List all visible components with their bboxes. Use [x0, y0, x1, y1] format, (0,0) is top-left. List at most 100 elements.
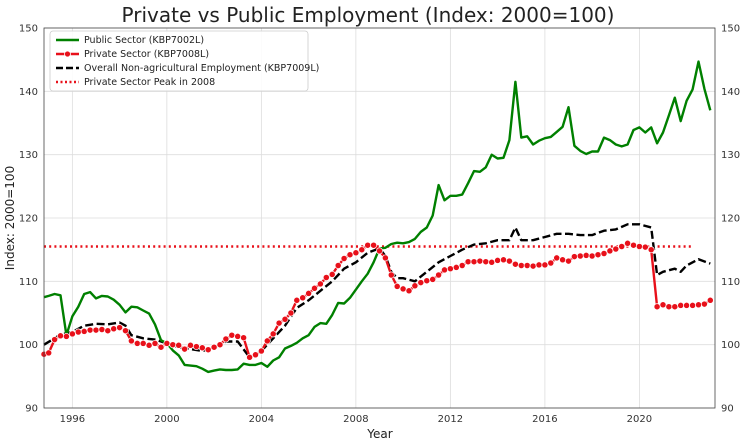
private-sector-point [588, 252, 596, 260]
private-sector-point [488, 258, 496, 266]
y-tick-label-right: 120 [721, 214, 740, 225]
private-sector-point [535, 261, 543, 269]
y-tick-label-right: 90 [721, 404, 734, 415]
legend: Public Sector (KBP7002L) Private Sector … [49, 30, 319, 92]
private-sector-point [352, 249, 360, 257]
private-sector-point [45, 349, 53, 357]
private-sector-point [606, 247, 614, 255]
private-sector-point [234, 332, 242, 340]
x-axis-label: Year [366, 427, 392, 441]
private-sector-point [393, 282, 401, 290]
private-sector-point [641, 243, 649, 251]
x-tick-label: 2020 [627, 414, 652, 425]
legend-swatch-private-marker [64, 50, 71, 58]
private-sector-point [405, 287, 413, 295]
private-sector-point [417, 279, 425, 287]
legend-box [49, 30, 309, 92]
private-sector-point [659, 301, 667, 309]
axis-ticks: 90 90 100 100 110 110 120 120 130 130 140 140 150 150… [19, 24, 740, 426]
private-sector-point [576, 252, 584, 260]
series-layer [40, 60, 714, 374]
private-sector-point [163, 339, 171, 347]
private-sector-point [541, 261, 549, 269]
y-tick-label-left: 140 [19, 87, 38, 98]
series-line-public [43, 60, 712, 374]
private-sector-point [311, 284, 318, 292]
private-sector-point [116, 324, 124, 332]
private-sector-point [110, 325, 118, 333]
private-sector-point [511, 260, 519, 268]
private-sector-point [169, 341, 177, 349]
private-sector-point [68, 330, 76, 338]
private-sector-point [423, 277, 431, 285]
private-sector-point [470, 258, 478, 266]
private-sector-point [399, 285, 407, 293]
private-sector-point [98, 326, 106, 333]
x-tick-label: 2000 [154, 414, 179, 425]
private-sector-point [80, 327, 88, 335]
private-sector-point [263, 337, 271, 345]
y-tick-label-left: 150 [19, 24, 38, 35]
private-sector-point [683, 301, 691, 309]
private-sector-point [228, 331, 236, 339]
private-sector-point [281, 315, 289, 323]
private-sector-point [618, 243, 626, 250]
private-sector-point [441, 266, 448, 274]
plot-frame [43, 27, 716, 409]
private-sector-point [582, 251, 590, 259]
private-sector-point [181, 345, 189, 353]
x-tick-label: 2012 [438, 414, 463, 425]
private-sector-point [653, 303, 661, 311]
private-sector-point [257, 347, 265, 355]
private-sector-point [482, 258, 490, 266]
private-sector-point [647, 246, 655, 254]
private-sector-point [565, 257, 572, 265]
private-sector-point [74, 328, 82, 336]
y-tick-label-left: 90 [25, 404, 38, 415]
private-sector-point [145, 341, 153, 349]
private-sector-point [677, 301, 685, 309]
private-sector-point [175, 341, 183, 349]
private-sector-point [706, 296, 714, 304]
private-sector-point [293, 296, 301, 304]
private-sector-point [500, 256, 507, 264]
private-sector-point [458, 262, 466, 269]
private-sector-point [62, 332, 70, 340]
legend-label-public: Public Sector (KBP7002L) [84, 35, 204, 46]
private-sector-point [328, 270, 336, 278]
y-tick-label-right: 100 [721, 340, 740, 351]
private-sector-point [446, 265, 454, 273]
private-sector-point [92, 326, 100, 334]
x-tick-label: 2008 [343, 414, 368, 425]
legend-label-peak: Private Sector Peak in 2008 [84, 77, 215, 88]
private-sector-point [358, 246, 366, 254]
private-sector-point [364, 241, 372, 249]
private-sector-point [198, 344, 206, 352]
private-sector-point [476, 257, 484, 265]
private-sector-point [222, 335, 230, 343]
private-sector-point [334, 262, 342, 269]
private-sector-point [381, 254, 389, 262]
private-sector-point [523, 262, 531, 269]
y-tick-label-left: 120 [19, 214, 38, 225]
private-sector-point [216, 341, 224, 349]
private-sector-point [204, 346, 212, 354]
private-sector-point [252, 351, 259, 359]
private-sector-point [269, 330, 277, 338]
private-sector-point [494, 256, 502, 264]
x-tick-label: 1996 [60, 414, 85, 425]
y-tick-label-right: 150 [721, 24, 740, 35]
private-sector-point [452, 263, 460, 271]
y-tick-label-left: 130 [19, 150, 38, 161]
private-sector-point [464, 258, 472, 266]
private-sector-point [559, 256, 567, 264]
private-sector-point [547, 259, 555, 267]
private-sector-point [624, 239, 632, 247]
private-sector-point [127, 337, 135, 345]
x-tick-label: 2004 [249, 414, 274, 425]
private-sector-point [305, 289, 313, 297]
y-tick-label-left: 110 [19, 277, 38, 288]
private-sector-point [600, 250, 608, 257]
private-sector-point [411, 282, 419, 290]
